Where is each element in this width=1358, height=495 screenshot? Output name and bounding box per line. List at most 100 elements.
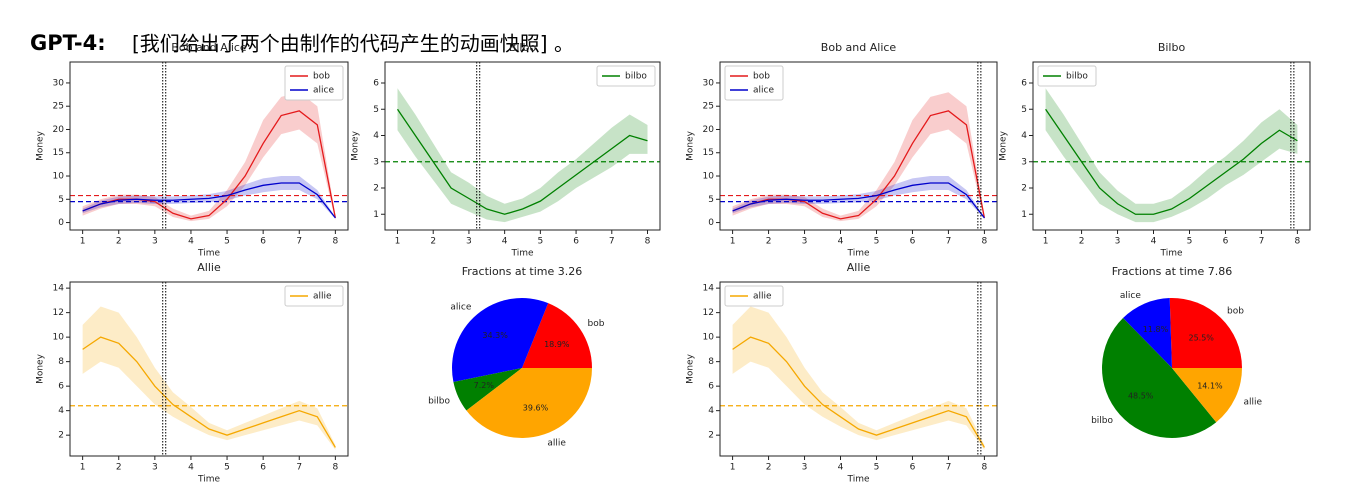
legend-label: allie — [753, 292, 772, 302]
slice-label: bilbo — [1091, 416, 1113, 426]
y-tick-label: 10 — [53, 172, 65, 182]
plot-frame — [719, 281, 998, 457]
x-tick-label: 1 — [80, 237, 86, 247]
line — [82, 336, 336, 448]
y-axis-label: Money — [36, 353, 46, 384]
x-tick-label: 5 — [1187, 237, 1193, 247]
y-tick-label: 30 — [53, 78, 65, 88]
x-tick-label: 4 — [188, 237, 194, 247]
y-axis-label: Money — [999, 130, 1009, 161]
slice-value: 25.5% — [1188, 333, 1214, 342]
pie-slice — [466, 368, 592, 438]
legend-label: bob — [313, 72, 330, 82]
slice-value: 39.6% — [523, 403, 549, 412]
y-tick-label: 25 — [703, 102, 714, 112]
x-tick-label: 5 — [224, 237, 230, 247]
y-tick-label: 4 — [708, 406, 714, 416]
chart-title: Bilbo — [1158, 41, 1186, 54]
y-axis-label: Money — [686, 130, 696, 161]
slice-value: 34.3% — [482, 331, 508, 340]
x-tick-label: 2 — [430, 237, 436, 247]
y-tick-label: 6 — [708, 382, 714, 392]
line — [396, 108, 648, 215]
x-tick-label: 3 — [466, 237, 472, 247]
y-tick-label: 14 — [53, 284, 65, 294]
plot-frame — [1032, 61, 1311, 231]
y-tick-label: 2 — [708, 431, 714, 441]
x-tick-label: 7 — [296, 463, 302, 473]
x-tick-label: 2 — [1079, 237, 1085, 247]
x-tick-label: 7 — [946, 463, 952, 473]
chart-title: Allie — [847, 261, 871, 274]
x-tick-label: 3 — [1115, 237, 1121, 247]
y-tick-label: 25 — [53, 102, 64, 112]
x-tick-label: 5 — [224, 463, 230, 473]
y-axis-label: Money — [36, 130, 46, 161]
line — [1045, 108, 1298, 215]
band — [1045, 88, 1298, 223]
y-tick-label: 6 — [1021, 79, 1027, 89]
x-tick-label: 7 — [946, 237, 952, 247]
caption-lead: GPT-4: — [30, 31, 106, 55]
band — [397, 88, 648, 223]
line — [732, 336, 985, 448]
legend-box — [596, 65, 656, 87]
legend-box — [284, 65, 344, 101]
band — [82, 176, 336, 219]
y-tick-label: 5 — [708, 195, 714, 205]
x-tick-label: 8 — [1295, 237, 1301, 247]
x-tick-label: 1 — [730, 463, 736, 473]
y-tick-label: 5 — [373, 105, 379, 115]
legend-label: alice — [753, 86, 774, 96]
slice-value: 14.1% — [1197, 382, 1223, 391]
chart-title: Allie — [197, 261, 221, 274]
y-tick-label: 12 — [703, 308, 714, 318]
y-tick-label: 2 — [373, 184, 379, 194]
slice-value: 11.8% — [1143, 325, 1169, 334]
slice-value: 7.2% — [474, 381, 495, 390]
x-tick-label: 1 — [395, 237, 401, 247]
legend-label: allie — [313, 292, 332, 302]
x-tick-label: 1 — [730, 237, 736, 247]
caption-text: [我们给出了两个由制作的代码产生的动画快照] 。 — [132, 32, 574, 56]
legend-box — [284, 285, 344, 307]
slice-label: allie — [1243, 397, 1262, 407]
x-axis-label: Time — [846, 249, 869, 259]
line — [732, 182, 985, 219]
y-tick-label: 0 — [708, 218, 714, 228]
x-tick-label: 5 — [537, 237, 543, 247]
y-tick-label: 5 — [58, 195, 64, 205]
slice-label: allie — [547, 438, 566, 448]
x-tick-label: 4 — [1151, 237, 1157, 247]
slice-value: 48.5% — [1128, 391, 1154, 400]
x-axis-label: Time — [510, 249, 533, 259]
pie-slice — [522, 303, 592, 368]
y-tick-label: 2 — [58, 431, 64, 441]
slice-label: bob — [1227, 307, 1244, 317]
pie-slice — [1101, 317, 1217, 438]
pie-slice — [1172, 368, 1242, 423]
band — [732, 306, 985, 450]
y-tick-label: 8 — [708, 357, 714, 367]
x-tick-label: 3 — [152, 237, 158, 247]
x-axis-label: Time — [197, 249, 220, 259]
legend-box — [1037, 65, 1097, 87]
slice-label: alice — [450, 303, 471, 313]
legend-label: bob — [753, 72, 770, 82]
x-tick-label: 6 — [1223, 237, 1229, 247]
y-tick-label: 4 — [58, 406, 64, 416]
x-tick-label: 6 — [910, 463, 916, 473]
x-tick-label: 5 — [874, 463, 880, 473]
y-tick-label: 2 — [1021, 184, 1027, 194]
y-tick-label: 6 — [58, 382, 64, 392]
x-axis-label: Time — [197, 475, 220, 485]
x-tick-label: 2 — [766, 463, 772, 473]
y-tick-label: 10 — [53, 333, 65, 343]
x-tick-label: 8 — [982, 237, 988, 247]
band — [82, 306, 336, 450]
x-tick-label: 8 — [645, 237, 651, 247]
pie-slice — [1169, 297, 1242, 368]
x-tick-label: 6 — [260, 237, 266, 247]
plot-frame — [69, 281, 349, 457]
